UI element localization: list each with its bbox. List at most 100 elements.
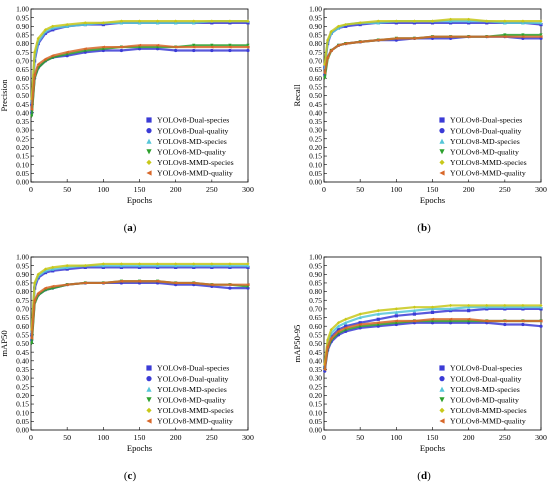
chart-panel-1: 0.000.050.100.150.200.250.300.350.400.45…	[0, 5, 254, 234]
data-point	[51, 54, 55, 58]
legend-box	[434, 360, 539, 428]
data-point	[539, 19, 543, 23]
x-tick-label: 0	[322, 433, 326, 442]
legend-box	[141, 112, 246, 180]
y-tick-label: 0.15	[16, 152, 29, 161]
data-point	[336, 321, 341, 325]
data-point	[119, 45, 124, 49]
y-tick-label: 0.20	[16, 143, 29, 152]
y-tick-label: 0.70	[16, 57, 29, 66]
data-point	[83, 22, 87, 27]
legend-marker	[146, 418, 152, 424]
data-point	[246, 45, 250, 49]
series-line	[30, 262, 248, 330]
data-point	[137, 264, 142, 268]
series-YOLOv8-Dual-quality	[30, 47, 250, 115]
data-point	[394, 319, 398, 323]
data-point	[33, 73, 37, 77]
x-tick-label: 150	[427, 185, 439, 194]
y-tick-label: 0.80	[309, 39, 322, 48]
data-point	[467, 21, 471, 25]
y-axis-label: mAP50	[0, 330, 9, 356]
series-line	[30, 281, 248, 341]
y-tick-label: 0.65	[16, 313, 29, 322]
series-line	[323, 304, 541, 365]
series-YOLOv8-Dual-species	[323, 21, 543, 70]
y-tick-label: 0.40	[309, 356, 322, 365]
data-point	[246, 48, 250, 53]
data-point	[101, 281, 105, 285]
data-point	[192, 21, 196, 25]
y-tick-label: 0.00	[309, 426, 322, 435]
data-point	[30, 336, 34, 340]
data-point	[336, 328, 341, 332]
legend-label: YOLOv8-MD-quality	[157, 396, 226, 405]
legend-label: YOLOv8-Dual-quality	[157, 374, 229, 383]
data-point	[210, 19, 214, 23]
data-point	[539, 305, 543, 309]
series-line	[323, 35, 541, 74]
legend-marker	[439, 376, 445, 382]
data-point	[448, 19, 453, 23]
legend-label: YOLOv8-Dual-species	[157, 364, 229, 373]
data-point	[43, 28, 48, 32]
data-point	[326, 38, 330, 42]
data-point	[33, 298, 37, 302]
legend-box	[141, 360, 246, 428]
y-tick-label: 0.70	[309, 57, 322, 66]
series-YOLOv8-Dual-species	[323, 307, 543, 370]
data-point	[192, 45, 196, 49]
series-YOLOv8-MD-quality	[30, 43, 250, 118]
data-point	[155, 265, 160, 269]
data-point	[336, 24, 341, 28]
data-point	[358, 22, 362, 27]
data-point	[228, 264, 232, 268]
y-tick-label: 0.10	[16, 160, 29, 169]
y-tick-label: 0.10	[309, 408, 322, 417]
y-tick-label: 0.65	[309, 313, 322, 322]
legend-label: YOLOv8-Dual-quality	[450, 374, 522, 383]
series-YOLOv8-MD-quality	[30, 279, 250, 346]
x-tick-label: 300	[242, 433, 254, 442]
data-point	[344, 22, 348, 27]
data-point	[376, 21, 380, 25]
data-point	[192, 264, 196, 268]
legend-label: YOLOv8-MMD-quality	[157, 417, 233, 426]
data-point	[394, 36, 398, 41]
y-tick-label: 0.80	[309, 287, 322, 296]
legend-label: YOLOv8-Dual-quality	[450, 126, 522, 135]
data-point	[155, 19, 160, 23]
data-point	[101, 21, 105, 25]
y-tick-label: 0.60	[309, 322, 322, 331]
data-point	[394, 21, 398, 25]
data-point	[326, 338, 330, 342]
y-tick-label: 1.00	[309, 5, 322, 14]
data-point	[358, 321, 362, 325]
data-point	[101, 265, 105, 269]
series-YOLOv8-MD-species	[323, 19, 543, 70]
panel-label: (a)	[124, 222, 137, 234]
data-point	[376, 309, 380, 313]
data-point	[467, 17, 471, 21]
data-point	[430, 19, 435, 23]
data-point	[358, 322, 362, 327]
data-point	[539, 319, 543, 323]
data-point	[430, 310, 435, 314]
series-YOLOv8-Dual-species	[30, 21, 250, 106]
data-point	[101, 262, 105, 266]
data-point	[430, 305, 435, 309]
x-tick-label: 250	[499, 185, 511, 194]
legend-marker	[146, 397, 152, 403]
series-YOLOv8-MMD-quality	[323, 317, 543, 372]
series-YOLOv8-MMD-quality	[323, 35, 543, 75]
data-point	[210, 48, 214, 53]
series-line	[323, 318, 541, 370]
series-YOLOv8-MMD-species	[323, 303, 543, 366]
data-point	[43, 270, 48, 275]
series-line	[323, 18, 541, 65]
data-point	[137, 262, 142, 266]
y-tick-label: 0.15	[309, 152, 322, 161]
x-tick-label: 100	[390, 185, 402, 194]
data-point	[33, 50, 37, 54]
data-point	[412, 309, 417, 313]
